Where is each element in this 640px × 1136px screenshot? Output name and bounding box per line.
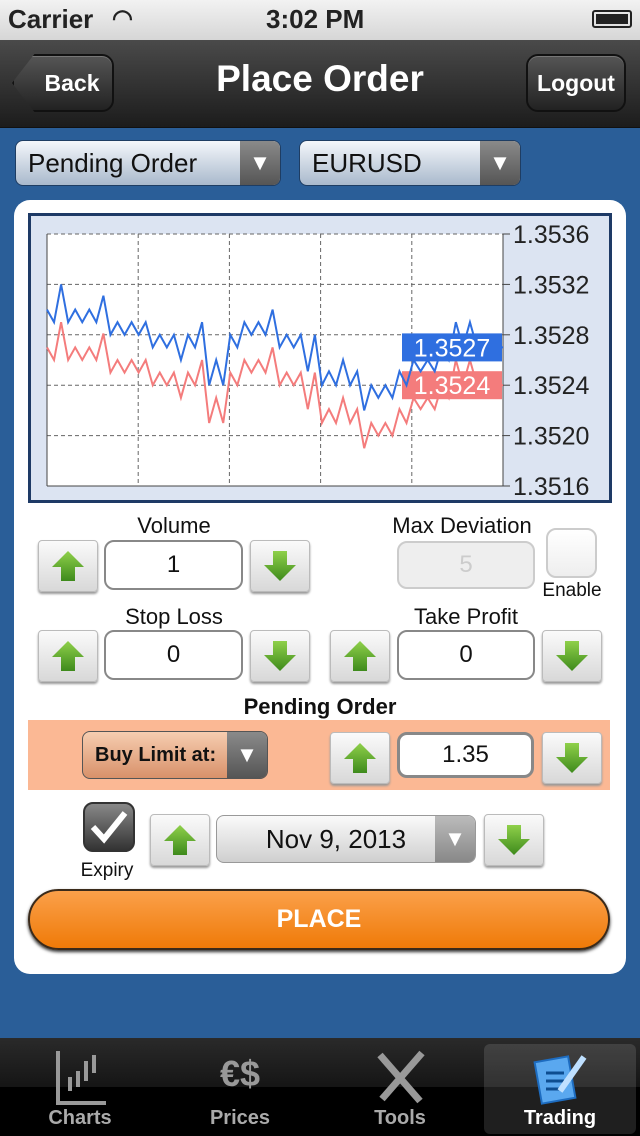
arrow-down-icon (264, 641, 296, 671)
chevron-down-icon: ▼ (480, 141, 520, 185)
tab-tools[interactable]: Tools (324, 1044, 476, 1134)
tab-label: Prices (209, 1107, 271, 1129)
tab-charts[interactable]: Charts (4, 1044, 156, 1134)
volume-up-button[interactable] (38, 540, 98, 592)
take-profit-label: Take Profit (414, 604, 518, 629)
battery-icon (592, 10, 632, 28)
stop-loss-down-button[interactable] (250, 630, 310, 682)
last-price-badge (402, 371, 502, 400)
y-tick-label: 1.3520 (513, 423, 589, 451)
volume-down-button[interactable] (250, 540, 310, 592)
tab-prices[interactable]: €$ Prices (164, 1044, 316, 1134)
expiry-label: Expiry (80, 860, 134, 881)
pending-type-value: Buy Limit at: (95, 743, 217, 766)
tab-label: Tools (374, 1107, 426, 1129)
enable-label: Enable (542, 580, 602, 601)
y-tick-label: 1.3536 (513, 221, 589, 249)
enable-checkbox[interactable] (546, 528, 597, 578)
price-chart: 1.3536 1.3532 1.3528 1.3524 1.3520 1.3516 1.35… (28, 213, 612, 503)
arrow-down-icon (264, 551, 296, 581)
volume-label: Volume (137, 513, 211, 538)
clock: 3:02 PM (266, 4, 365, 34)
stop-loss-input[interactable]: 0 (104, 630, 243, 680)
wifi-icon: ◠ (112, 5, 133, 32)
page-title: Place Order (216, 58, 424, 99)
tab-bar: Charts €$ Prices Tools Trading (0, 1038, 640, 1136)
arrow-up-icon (52, 551, 84, 581)
arrow-up-icon (344, 641, 376, 671)
price-down-button[interactable] (542, 732, 602, 784)
series-line (46, 322, 478, 449)
expiry-date-select[interactable]: Nov 9, 2013 ▼ (216, 815, 476, 863)
symbol-value: EURUSD (312, 147, 422, 178)
pending-price-input[interactable]: 1.35 (397, 732, 534, 778)
max-deviation-input[interactable]: 5 (397, 541, 535, 589)
expiry-checkbox[interactable] (83, 802, 135, 852)
chart-svg: 1.3536 1.3532 1.3528 1.3524 1.3520 1.3516 1.35… (46, 221, 590, 501)
y-tick-label: 1.3532 (513, 271, 589, 299)
symbol-select[interactable]: EURUSD ▼ (299, 140, 521, 186)
tab-label: Charts (48, 1107, 112, 1129)
pending-order-title: Pending Order (243, 694, 397, 719)
last-price-label: 1.3527 (414, 334, 490, 362)
order-type-value: Pending Order (28, 147, 198, 178)
trading-icon (533, 1055, 587, 1105)
stop-loss-label: Stop Loss (125, 604, 223, 629)
logout-button[interactable]: Logout (526, 54, 626, 112)
arrow-down-icon (556, 743, 588, 773)
arrow-down-icon (498, 825, 530, 855)
take-profit-input[interactable]: 0 (397, 630, 535, 680)
expiry-up-button[interactable] (150, 814, 210, 866)
take-profit-up-button[interactable] (330, 630, 390, 682)
arrow-up-icon (344, 743, 376, 773)
series-line (46, 284, 478, 411)
expiry-date-value: Nov 9, 2013 (265, 823, 407, 854)
y-tick-label: 1.3524 (513, 372, 590, 400)
arrow-up-icon (52, 641, 84, 671)
stop-loss-up-button[interactable] (38, 630, 98, 682)
expiry-down-button[interactable] (484, 814, 544, 866)
tab-label: Trading (523, 1107, 597, 1129)
arrow-down-icon (556, 641, 588, 671)
chart-icon (56, 1051, 106, 1105)
tools-icon (377, 1050, 425, 1104)
y-tick-label: 1.3528 (513, 322, 589, 350)
place-button[interactable]: PLACE (28, 889, 610, 950)
volume-input[interactable]: 1 (104, 540, 243, 590)
chevron-down-icon: ▼ (435, 816, 475, 862)
last-price-badge (402, 333, 502, 362)
last-price-label: 1.3524 (414, 372, 491, 400)
nav-bar: Back Place Order Logout (0, 40, 640, 128)
price-up-button[interactable] (330, 732, 390, 784)
tab-trading[interactable]: Trading (484, 1044, 636, 1134)
max-deviation-label: Max Deviation (392, 513, 532, 538)
chevron-down-icon: ▼ (227, 732, 267, 778)
y-tick-label: 1.3516 (513, 473, 589, 500)
take-profit-down-button[interactable] (542, 630, 602, 682)
checkmark-icon (90, 811, 128, 844)
order-type-select[interactable]: Pending Order ▼ (15, 140, 281, 186)
pending-type-select[interactable]: Buy Limit at: ▼ (82, 731, 268, 779)
currency-icon: €$ (219, 1053, 261, 1094)
arrow-up-icon (164, 825, 196, 855)
back-button[interactable]: Back (12, 54, 114, 112)
carrier: Carrier (8, 4, 94, 34)
status-bar: Carrier ◠ 3:02 PM (0, 0, 640, 40)
chevron-down-icon: ▼ (240, 141, 280, 185)
